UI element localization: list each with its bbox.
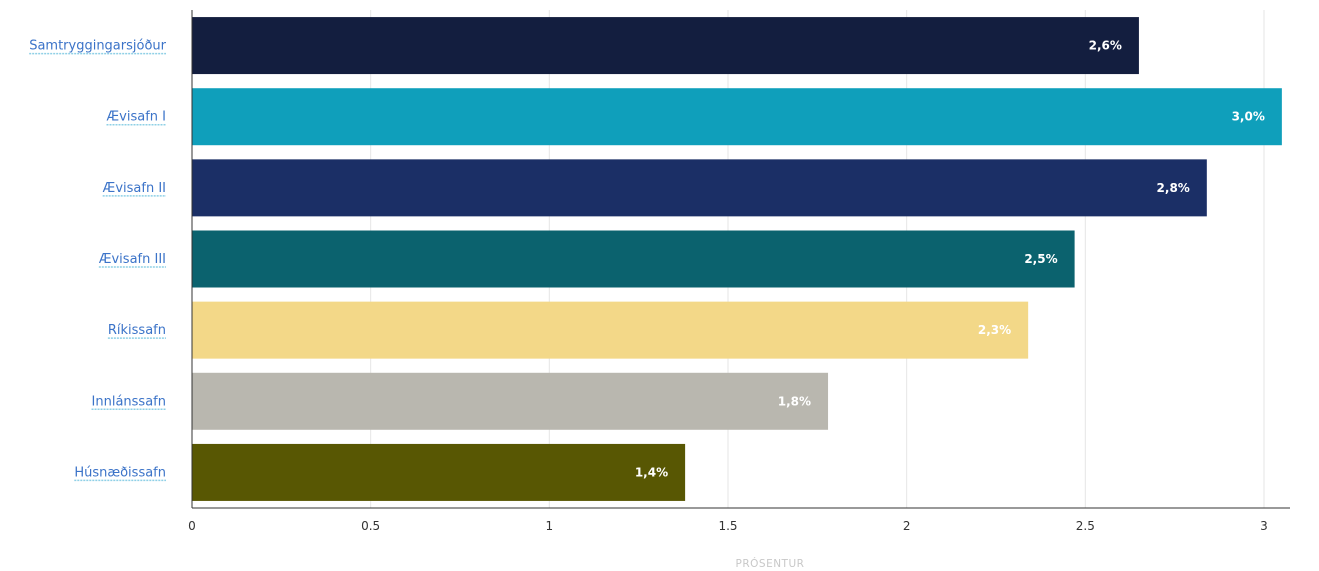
x-tick-label: 1.5 [718, 519, 737, 533]
category-label[interactable]: Innlánssafn [92, 394, 166, 409]
bar[interactable] [192, 159, 1207, 217]
bar-data-label: 2,6% [1089, 39, 1122, 53]
bar[interactable] [192, 301, 1029, 359]
bar[interactable] [192, 372, 829, 430]
x-tick-label: 0 [188, 519, 196, 533]
x-tick-label: 3 [1260, 519, 1268, 533]
category-label[interactable]: Ævisafn I [107, 110, 167, 125]
x-tick-label: 0.5 [361, 519, 380, 533]
category-label[interactable]: Ríkissafn [108, 323, 166, 338]
labels: 0 0.5 1 1.5 2 2.5 3 2,6% Samtryggingarsjóður 3,0%… [29, 39, 1268, 533]
bar[interactable] [192, 230, 1075, 288]
bars [192, 17, 1282, 501]
x-tick-label: 2 [903, 519, 911, 533]
bar-data-label: 2,8% [1157, 181, 1190, 195]
category-label[interactable]: Ævisafn II [103, 181, 166, 196]
bar-data-label: 1,8% [778, 394, 811, 408]
category-label[interactable]: Ævisafn III [99, 252, 166, 267]
x-tick-label: 2.5 [1076, 519, 1095, 533]
bar[interactable] [192, 88, 1282, 146]
x-axis-title: PRÓSENTUR [736, 557, 805, 570]
axes [191, 10, 1290, 509]
x-tick-label: 1 [546, 519, 554, 533]
bar-data-label: 3,0% [1232, 110, 1265, 124]
bar-data-label: 1,4% [635, 465, 668, 479]
category-label[interactable]: Húsnæðissafn [74, 465, 166, 480]
category-label[interactable]: Samtryggingarsjóður [29, 39, 166, 54]
bar-data-label: 2,3% [978, 323, 1011, 337]
bar[interactable] [192, 443, 686, 501]
bar-data-label: 2,5% [1024, 252, 1057, 266]
bar[interactable] [192, 17, 1139, 75]
